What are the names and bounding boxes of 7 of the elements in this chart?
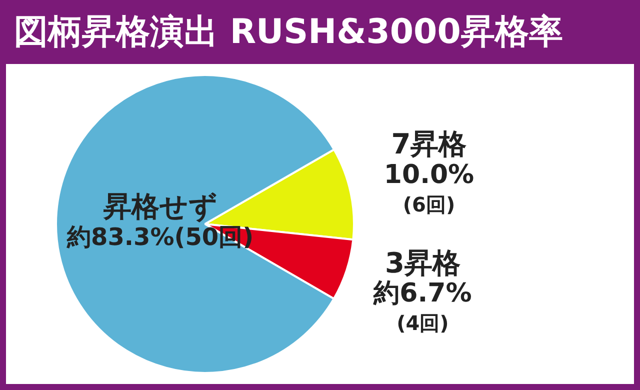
slice-label: 7昇格 bbox=[391, 128, 467, 161]
data-label: 約83.3%(50回) bbox=[66, 223, 254, 252]
slice-label: 昇格せず bbox=[102, 190, 218, 224]
data-label: 10.0% (6回) bbox=[384, 160, 474, 217]
chart-title: 図柄昇格演出 RUSH&3000昇格率 bbox=[13, 11, 564, 54]
slice-label: 3昇格 bbox=[384, 246, 460, 280]
data-label: 約6.7% (4回) bbox=[372, 278, 472, 336]
